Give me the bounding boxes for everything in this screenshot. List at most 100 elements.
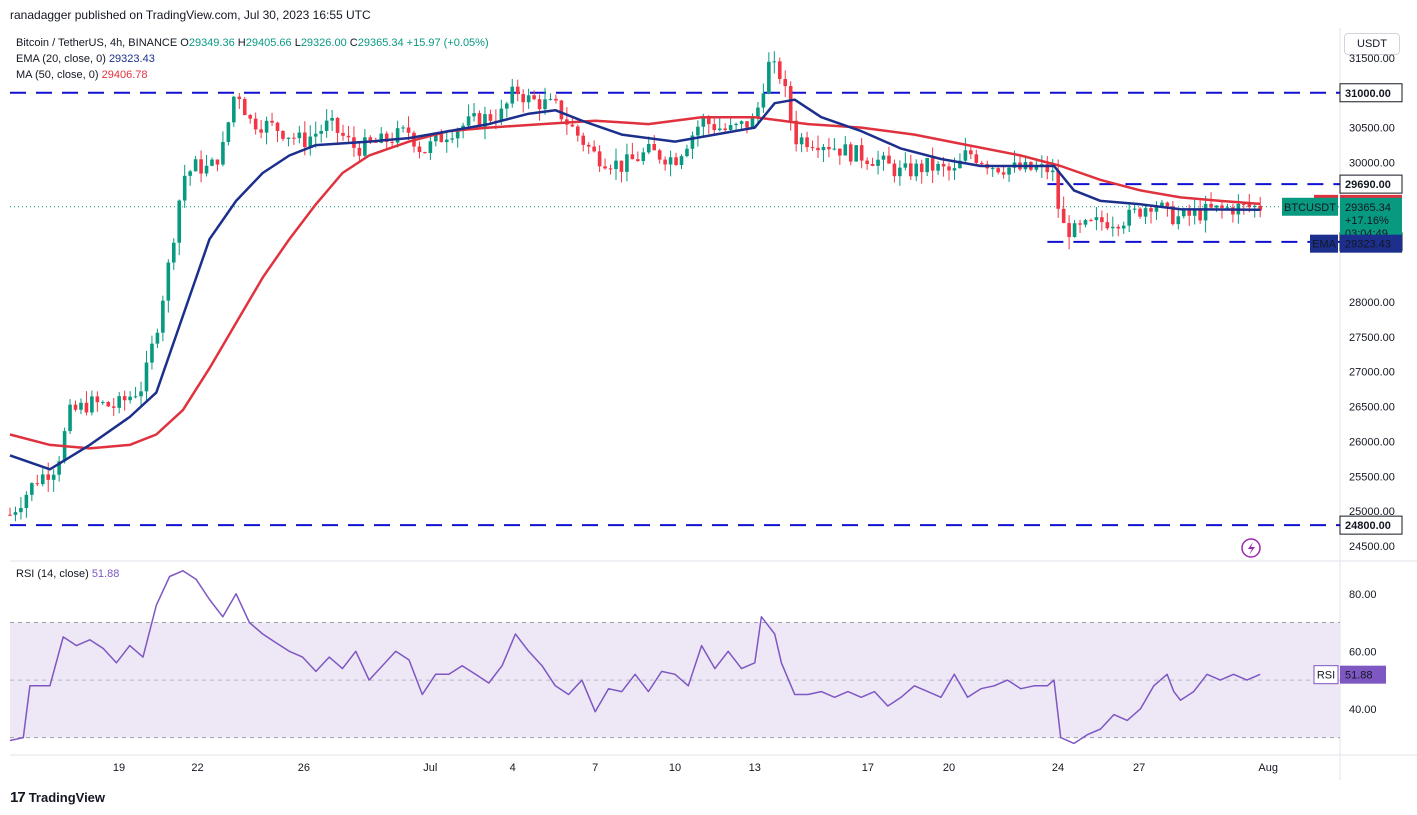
- candle-body: [79, 402, 83, 410]
- candle-body: [756, 107, 760, 118]
- candle-body: [925, 157, 929, 173]
- candle-body: [510, 86, 515, 104]
- candle-body: [745, 121, 749, 128]
- candle-body: [161, 300, 165, 333]
- candle-body: [532, 95, 536, 100]
- candle-body: [13, 512, 18, 515]
- candle-body: [827, 146, 831, 150]
- candle-body: [144, 362, 149, 392]
- symbol-tag-name: BTCUSDT: [1284, 202, 1336, 214]
- high-value: 29405.66: [245, 37, 292, 49]
- candle-body: [848, 144, 853, 162]
- rsi-line: [9, 570, 1261, 745]
- candle-body: [887, 155, 891, 164]
- candle-body: [608, 168, 613, 170]
- time-tick-label: 22: [191, 762, 203, 774]
- candle-body: [439, 134, 444, 143]
- candle-body: [346, 135, 351, 138]
- candle-body: [570, 124, 575, 127]
- time-tick-label: 24: [1052, 762, 1064, 774]
- symbol-title[interactable]: Bitcoin / TetherUS, 4h, BINANCE: [16, 37, 178, 49]
- candle-body: [483, 114, 487, 128]
- candle-body: [111, 406, 116, 408]
- candle-body: [1171, 206, 1175, 225]
- candle-body: [341, 132, 345, 136]
- candle-body: [799, 137, 804, 145]
- candle-body: [303, 132, 307, 148]
- candle-body: [264, 120, 269, 133]
- candle-body: [139, 391, 143, 397]
- candle-body: [750, 117, 755, 128]
- candle-body: [379, 133, 384, 143]
- candle-body: [526, 95, 531, 103]
- candle-body: [652, 143, 657, 151]
- candle-body: [646, 143, 651, 153]
- level-price-label: 29690.00: [1345, 179, 1391, 191]
- candle-body: [423, 152, 427, 154]
- candle-body: [936, 163, 940, 171]
- tradingview-logo[interactable]: 17 TradingView: [10, 789, 105, 806]
- candle-body: [35, 483, 40, 485]
- candle-body: [723, 128, 727, 130]
- candle-body: [117, 396, 121, 408]
- candle-body: [1100, 217, 1104, 223]
- candle-body: [707, 118, 711, 125]
- candle-body: [903, 163, 908, 168]
- candle-body: [477, 113, 482, 128]
- ma-legend-row[interactable]: MA (50, close, 0) 29406.78: [16, 67, 489, 83]
- time-tick-label: 10: [669, 762, 681, 774]
- candle-body: [1209, 203, 1213, 208]
- candle-body: [363, 137, 367, 156]
- candle-body: [772, 61, 777, 63]
- rsi-label: RSI (14, close): [16, 568, 89, 580]
- candle-body: [199, 159, 203, 174]
- candle-body: [51, 474, 56, 480]
- candle-body: [384, 133, 389, 142]
- candle-body: [881, 155, 886, 160]
- time-tick-label: 7: [592, 762, 598, 774]
- candle-body: [619, 160, 624, 172]
- candle-body: [1225, 207, 1230, 209]
- candle-body: [101, 402, 105, 404]
- candle-body: [395, 128, 400, 143]
- candle-body: [521, 94, 525, 103]
- candle-body: [1116, 226, 1121, 229]
- ema-legend-row[interactable]: EMA (20, close, 0) 29323.43: [16, 51, 489, 67]
- candle-body: [95, 396, 100, 403]
- candle-body: [892, 163, 897, 177]
- symbol-tag-box: [1282, 197, 1338, 216]
- candle-body: [603, 166, 607, 169]
- candle-body: [68, 404, 72, 432]
- candle-body: [1061, 208, 1066, 224]
- price-tick-label: 26500.00: [1349, 402, 1395, 414]
- candle-body: [1154, 206, 1159, 212]
- candle-body: [499, 108, 504, 122]
- rsi-tick-label: 40.00: [1349, 704, 1377, 716]
- candle-body: [592, 146, 596, 152]
- candle-body: [674, 157, 678, 165]
- time-tick-label: Jul: [423, 762, 437, 774]
- candle-body: [40, 474, 45, 485]
- candle-body: [330, 117, 334, 121]
- candle-body: [406, 127, 411, 133]
- candle-body: [434, 134, 438, 142]
- candle-body: [1220, 205, 1224, 208]
- rsi-value-tag: [1340, 665, 1386, 684]
- candle-body: [122, 396, 127, 401]
- last-price-label: 29365.34: [1345, 202, 1391, 214]
- close-label: C: [349, 37, 358, 49]
- candle-body: [1001, 172, 1006, 175]
- currency-button[interactable]: USDT: [1344, 33, 1400, 55]
- candle-body: [1214, 205, 1219, 208]
- candle-body: [253, 118, 258, 130]
- price-tick-label: 30500.00: [1349, 123, 1395, 135]
- candle-body: [919, 163, 924, 173]
- candle-body: [908, 163, 913, 177]
- candle-body: [559, 100, 564, 120]
- candle-body: [171, 242, 176, 263]
- candle-body: [1072, 223, 1077, 238]
- time-tick-label: Aug: [1258, 762, 1278, 774]
- chart-legend: Bitcoin / TetherUS, 4h, BINANCE O29349.3…: [16, 35, 489, 83]
- rsi-legend[interactable]: RSI (14, close) 51.88: [16, 568, 119, 580]
